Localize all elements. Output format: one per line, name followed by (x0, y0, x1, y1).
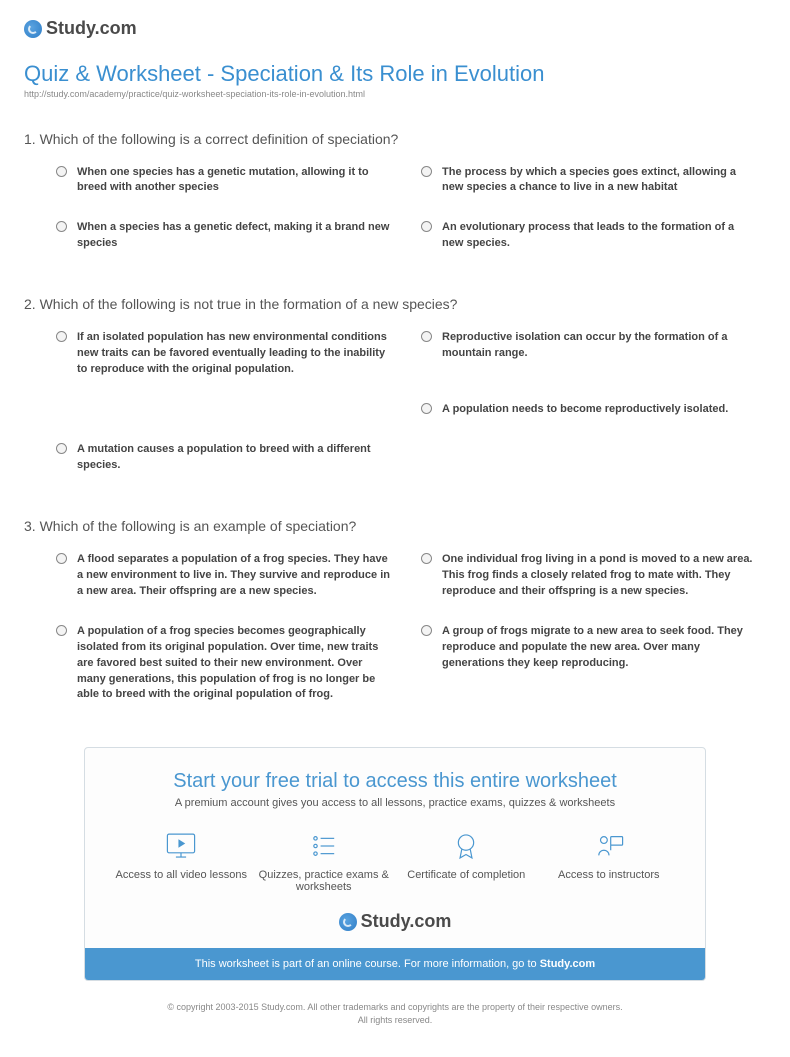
option[interactable]: A flood separates a population of a frog… (56, 552, 391, 600)
option-text: One individual frog living in a pond is … (442, 552, 756, 600)
option-text: Reproductive isolation can occur by the … (442, 330, 756, 362)
option[interactable]: When a species has a genetic defect, mak… (56, 220, 391, 252)
question-options: When one species has a genetic mutation,… (24, 165, 766, 253)
option-text: A group of frogs migrate to a new area t… (442, 624, 756, 672)
promo-subtitle: A premium account gives you access to al… (105, 797, 685, 809)
site-logo: Study.com (24, 18, 766, 43)
promo-footer-link[interactable]: Study.com (540, 958, 595, 970)
instructor-icon (592, 831, 626, 861)
question: 2. Which of the following is not true in… (24, 296, 766, 474)
option[interactable]: When one species has a genetic mutation,… (56, 165, 391, 197)
option[interactable]: If an isolated population has new enviro… (56, 330, 391, 378)
promo-footer: This worksheet is part of an online cour… (85, 948, 705, 980)
promo-box: Start your free trial to access this ent… (84, 747, 706, 981)
option-text: An evolutionary process that leads to th… (442, 220, 756, 252)
questions-list: 1. Which of the following is a correct d… (24, 131, 766, 704)
award-icon (449, 831, 483, 861)
radio-icon[interactable] (421, 625, 432, 636)
radio-icon[interactable] (56, 553, 67, 564)
option[interactable]: A population of a frog species becomes g… (56, 624, 391, 704)
radio-icon[interactable] (56, 166, 67, 177)
radio-icon[interactable] (421, 166, 432, 177)
radio-icon[interactable] (56, 625, 67, 636)
radio-icon[interactable] (56, 443, 67, 454)
option-text: A population needs to become reproductiv… (442, 402, 728, 418)
feature-certificate: Certificate of completion (400, 831, 533, 893)
radio-icon[interactable] (421, 221, 432, 232)
copyright: © copyright 2003-2015 Study.com. All oth… (24, 1001, 766, 1026)
radio-icon[interactable] (56, 331, 67, 342)
feature-quizzes: Quizzes, practice exams & worksheets (258, 831, 391, 893)
page-url: http://study.com/academy/practice/quiz-w… (24, 89, 766, 99)
promo-title: Start your free trial to access this ent… (105, 770, 685, 793)
monitor-play-icon (164, 831, 198, 861)
option-text: If an isolated population has new enviro… (77, 330, 391, 378)
option-text: The process by which a species goes exti… (442, 165, 756, 197)
globe-icon (339, 913, 357, 931)
feature-label: Certificate of completion (400, 869, 533, 881)
question-options: A flood separates a population of a frog… (24, 552, 766, 704)
option[interactable]: Reproductive isolation can occur by the … (421, 330, 756, 378)
radio-icon[interactable] (421, 403, 432, 414)
option[interactable]: A mutation causes a population to breed … (56, 442, 391, 474)
option[interactable]: A population needs to become reproductiv… (421, 402, 756, 418)
feature-label: Access to instructors (543, 869, 676, 881)
question-text: 1. Which of the following is a correct d… (24, 131, 766, 147)
question-options: If an isolated population has new enviro… (24, 330, 766, 474)
checklist-icon (307, 831, 341, 861)
logo-text: Study.com (46, 18, 137, 39)
option[interactable]: An evolutionary process that leads to th… (421, 220, 756, 252)
option-text: A mutation causes a population to breed … (77, 442, 391, 474)
logo-text: Study.com (361, 911, 452, 932)
feature-label: Quizzes, practice exams & worksheets (258, 869, 391, 893)
globe-icon (24, 20, 42, 38)
promo-logo: Study.com (105, 911, 685, 932)
page-title: Quiz & Worksheet - Speciation & Its Role… (24, 61, 766, 87)
option-text: A population of a frog species becomes g… (77, 624, 391, 704)
option[interactable]: One individual frog living in a pond is … (421, 552, 756, 600)
question-text: 2. Which of the following is not true in… (24, 296, 766, 312)
promo-features: Access to all video lessons Quizzes, pra… (105, 831, 685, 893)
radio-icon[interactable] (421, 331, 432, 342)
option-text: When a species has a genetic defect, mak… (77, 220, 391, 252)
question-text: 3. Which of the following is an example … (24, 518, 766, 534)
radio-icon[interactable] (421, 553, 432, 564)
feature-video-lessons: Access to all video lessons (115, 831, 248, 893)
option-text: A flood separates a population of a frog… (77, 552, 391, 600)
option[interactable]: A group of frogs migrate to a new area t… (421, 624, 756, 704)
feature-instructors: Access to instructors (543, 831, 676, 893)
option[interactable]: The process by which a species goes exti… (421, 165, 756, 197)
feature-label: Access to all video lessons (115, 869, 248, 881)
question: 3. Which of the following is an example … (24, 518, 766, 704)
option-text: When one species has a genetic mutation,… (77, 165, 391, 197)
question: 1. Which of the following is a correct d… (24, 131, 766, 253)
radio-icon[interactable] (56, 221, 67, 232)
